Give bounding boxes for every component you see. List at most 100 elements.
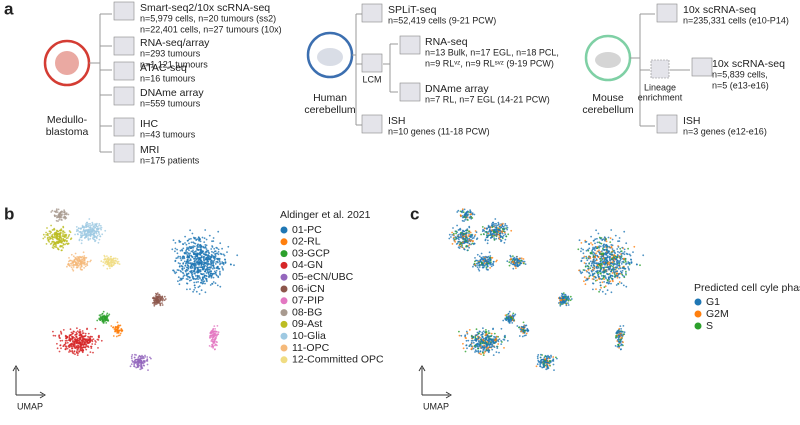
umap-dot [628,263,631,266]
umap-dot [500,343,503,345]
umap-dot [193,284,196,287]
umap-dot [586,278,589,281]
umap-dot [187,265,190,268]
umap-dot [562,292,565,294]
umap-dot [589,260,592,263]
umap-dot [522,260,524,263]
umap-dot [57,248,60,251]
umap-dot [486,236,489,239]
item-icon [656,114,678,134]
umap-dot [174,272,177,275]
item-detail: n=13 Bulk, n=17 EGL, n=18 PCL, [425,47,559,57]
umap-dot [474,349,477,352]
umap-dot [498,338,501,340]
umap-dot [105,263,108,266]
umap-dot [483,346,486,349]
legend-label: 09-Ast [292,318,322,330]
umap-dot [616,334,619,337]
legend-label: S [706,320,713,332]
umap-dot [610,282,612,285]
item-icon [113,117,135,137]
umap-dot [83,234,85,237]
umap-dot [617,336,620,339]
umap-dot [623,248,626,251]
umap-dot [619,267,622,270]
umap-dot [625,262,628,265]
umap-dot [492,225,494,228]
umap-dot [492,229,494,231]
umap-dot [89,228,92,231]
umap-dot [65,217,68,219]
umap-dot [503,241,506,244]
umap-dot [578,269,580,272]
umap-dot [100,314,102,316]
umap-dot [591,274,594,277]
umap-dot [64,239,66,242]
umap-dot [459,243,461,246]
umap-dot [207,272,210,274]
umap-dot [478,266,481,268]
umap-dot [505,319,508,321]
umap-dot [186,239,189,242]
umap-dot [145,359,148,362]
umap-dot [478,352,481,355]
umap-dot [65,237,68,240]
umap-dot [76,256,78,258]
umap-dot [597,271,600,274]
umap-dot [71,337,74,340]
umap-dot [196,244,199,246]
umap-dot [448,233,451,236]
umap-dot [52,228,55,231]
umap-dot [499,229,501,232]
umap-dot [195,281,198,284]
umap-dot [87,237,90,240]
umap-dot [65,233,68,236]
umap-dot [188,262,191,265]
umap-dot [599,237,602,240]
umap-dot [460,334,463,337]
umap-dot [102,320,105,322]
umap-dot [91,343,94,345]
umap-dot [620,263,623,265]
umap-dot [71,264,73,267]
umap-dot [519,263,521,266]
umap-dot [72,255,75,258]
umap-dot [490,263,493,266]
umap-dot [470,239,472,242]
umap-dot [182,277,185,279]
umap-dot [603,281,605,283]
umap-dot [172,269,174,272]
umap-dot [468,230,470,233]
umap-dot [104,229,107,232]
item-detail: n=10 genes (11-18 PCW) [388,126,490,136]
umap-dot [506,226,509,229]
umap-dot [176,252,179,255]
umap-dot [592,275,595,278]
umap-dot [625,242,628,245]
umap-dot [484,334,487,337]
umap-dot [608,245,610,248]
umap-dot [83,258,86,261]
umap-dot [485,342,487,344]
umap-dot [560,298,563,301]
umap-dot [62,230,64,233]
umap-dot [219,242,222,245]
umap-dot [192,290,195,293]
umap-dot [607,236,610,239]
umap-dot [224,261,227,264]
umap-dot [568,297,570,300]
umap-dot [606,256,609,259]
group-name: Mouse [592,92,624,104]
umap-dot [470,335,473,338]
umap-dot [474,260,476,263]
umap-dot [627,262,629,265]
umap-dot [55,244,57,247]
umap-dot [52,330,54,333]
umap-dot [584,241,587,243]
umap-dot [208,263,211,266]
umap-dot [461,219,464,222]
umap-dot [71,268,74,271]
umap-dot [56,241,58,244]
umap-dot [555,356,557,359]
umap-dot [611,278,614,281]
